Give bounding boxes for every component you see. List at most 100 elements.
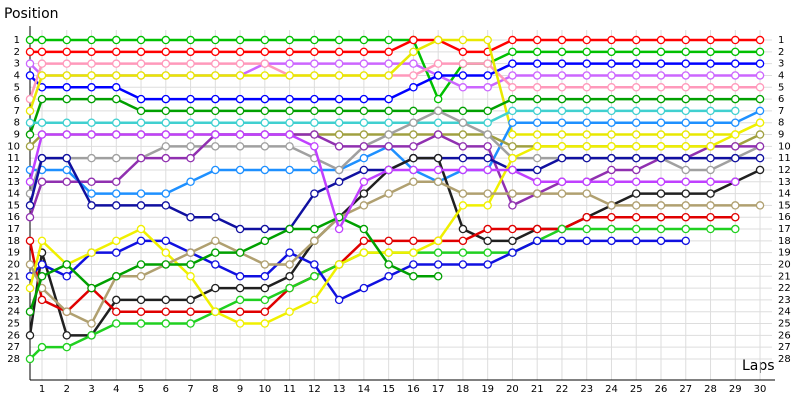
lap-marker [631, 83, 641, 92]
lap-marker [755, 106, 765, 116]
lap-marker [532, 83, 542, 92]
series-line [30, 109, 736, 124]
lap-marker [211, 35, 220, 45]
lap-marker [532, 153, 542, 163]
lap-marker [681, 71, 691, 80]
lap-marker [458, 165, 468, 175]
lap-marker [310, 189, 319, 198]
lap-marker [285, 307, 294, 316]
lap-marker [161, 248, 171, 257]
lap-marker [211, 165, 220, 175]
y-tick-label: 19 [7, 248, 20, 259]
lap-marker [260, 272, 270, 281]
lap-marker [458, 201, 468, 210]
lap-marker [384, 130, 393, 139]
lap-marker [136, 295, 146, 305]
lap-marker [62, 83, 72, 92]
lap-marker [25, 106, 35, 116]
lap-marker [25, 130, 35, 139]
lap-marker [409, 71, 418, 80]
lap-marker [37, 342, 47, 352]
lap-marker [310, 142, 319, 151]
lap-marker [25, 142, 35, 151]
lap-marker [25, 118, 35, 127]
lap-marker [285, 94, 294, 104]
lap-marker [62, 94, 72, 104]
lap-marker [37, 295, 47, 305]
x-tick-label: 13 [333, 384, 346, 395]
lap-marker [285, 59, 294, 68]
lap-marker [359, 189, 369, 198]
lap-marker [557, 35, 567, 45]
lap-marker [334, 59, 344, 68]
lap-marker [235, 118, 245, 127]
lap-marker [62, 260, 72, 269]
lap-marker [87, 319, 96, 328]
lap-marker [433, 236, 443, 246]
lap-marker [136, 307, 146, 316]
lap-marker [384, 189, 393, 198]
lap-marker [161, 106, 171, 116]
y-tick-label-right: 11 [778, 153, 791, 164]
lap-marker [260, 94, 270, 104]
y-tick-label: 8 [14, 118, 20, 129]
lap-marker [112, 189, 121, 198]
x-tick-label: 14 [358, 384, 371, 395]
lap-marker [656, 189, 666, 198]
lap-marker [87, 201, 96, 210]
lap-marker [285, 165, 294, 175]
lap-marker [483, 83, 492, 92]
lap-marker [458, 224, 468, 234]
x-tick-label: 21 [531, 384, 544, 395]
lap-marker [235, 47, 245, 57]
lap-marker [731, 35, 740, 45]
lap-marker [483, 35, 492, 45]
lap-marker [136, 153, 146, 163]
lap-marker [582, 47, 591, 57]
lap-marker [136, 201, 146, 210]
lap-marker [161, 201, 171, 210]
lap-marker [62, 153, 72, 163]
lap-marker [582, 177, 591, 187]
lap-marker [260, 319, 270, 328]
lap-marker [656, 71, 666, 80]
lap-marker [681, 35, 691, 45]
lap-marker [508, 106, 517, 116]
lap-marker [384, 165, 393, 175]
lap-marker [37, 94, 47, 104]
lap-marker [731, 177, 740, 187]
lap-marker [136, 224, 146, 234]
lap-marker [458, 83, 468, 92]
lap-marker [359, 153, 369, 163]
lap-marker [607, 212, 616, 222]
lap-marker [62, 59, 72, 68]
lap-marker [508, 236, 517, 246]
lap-marker [211, 106, 220, 116]
lap-marker [532, 35, 542, 45]
lap-marker [631, 47, 641, 57]
lap-marker [334, 130, 344, 139]
lap-marker [706, 189, 715, 198]
lap-marker [211, 71, 220, 80]
lap-marker [458, 248, 468, 257]
lap-marker [384, 47, 393, 57]
lap-marker [161, 189, 171, 198]
lap-marker [607, 165, 616, 175]
x-tick-label: 27 [679, 384, 692, 395]
x-tick-label: 9 [237, 384, 243, 395]
lap-marker [631, 177, 641, 187]
lap-marker [656, 201, 666, 210]
x-tick-label: 7 [187, 384, 193, 395]
x-tick-label: 2 [64, 384, 70, 395]
lap-marker [112, 201, 121, 210]
lap-marker [409, 118, 418, 127]
lap-marker [62, 177, 72, 187]
lap-marker [260, 307, 270, 316]
lap-marker [483, 224, 492, 234]
lap-marker [161, 47, 171, 57]
lap-marker [112, 130, 121, 139]
lap-marker [631, 59, 641, 68]
y-tick-label-right: 20 [778, 259, 791, 270]
lap-marker [532, 236, 542, 246]
lap-marker [384, 35, 393, 45]
